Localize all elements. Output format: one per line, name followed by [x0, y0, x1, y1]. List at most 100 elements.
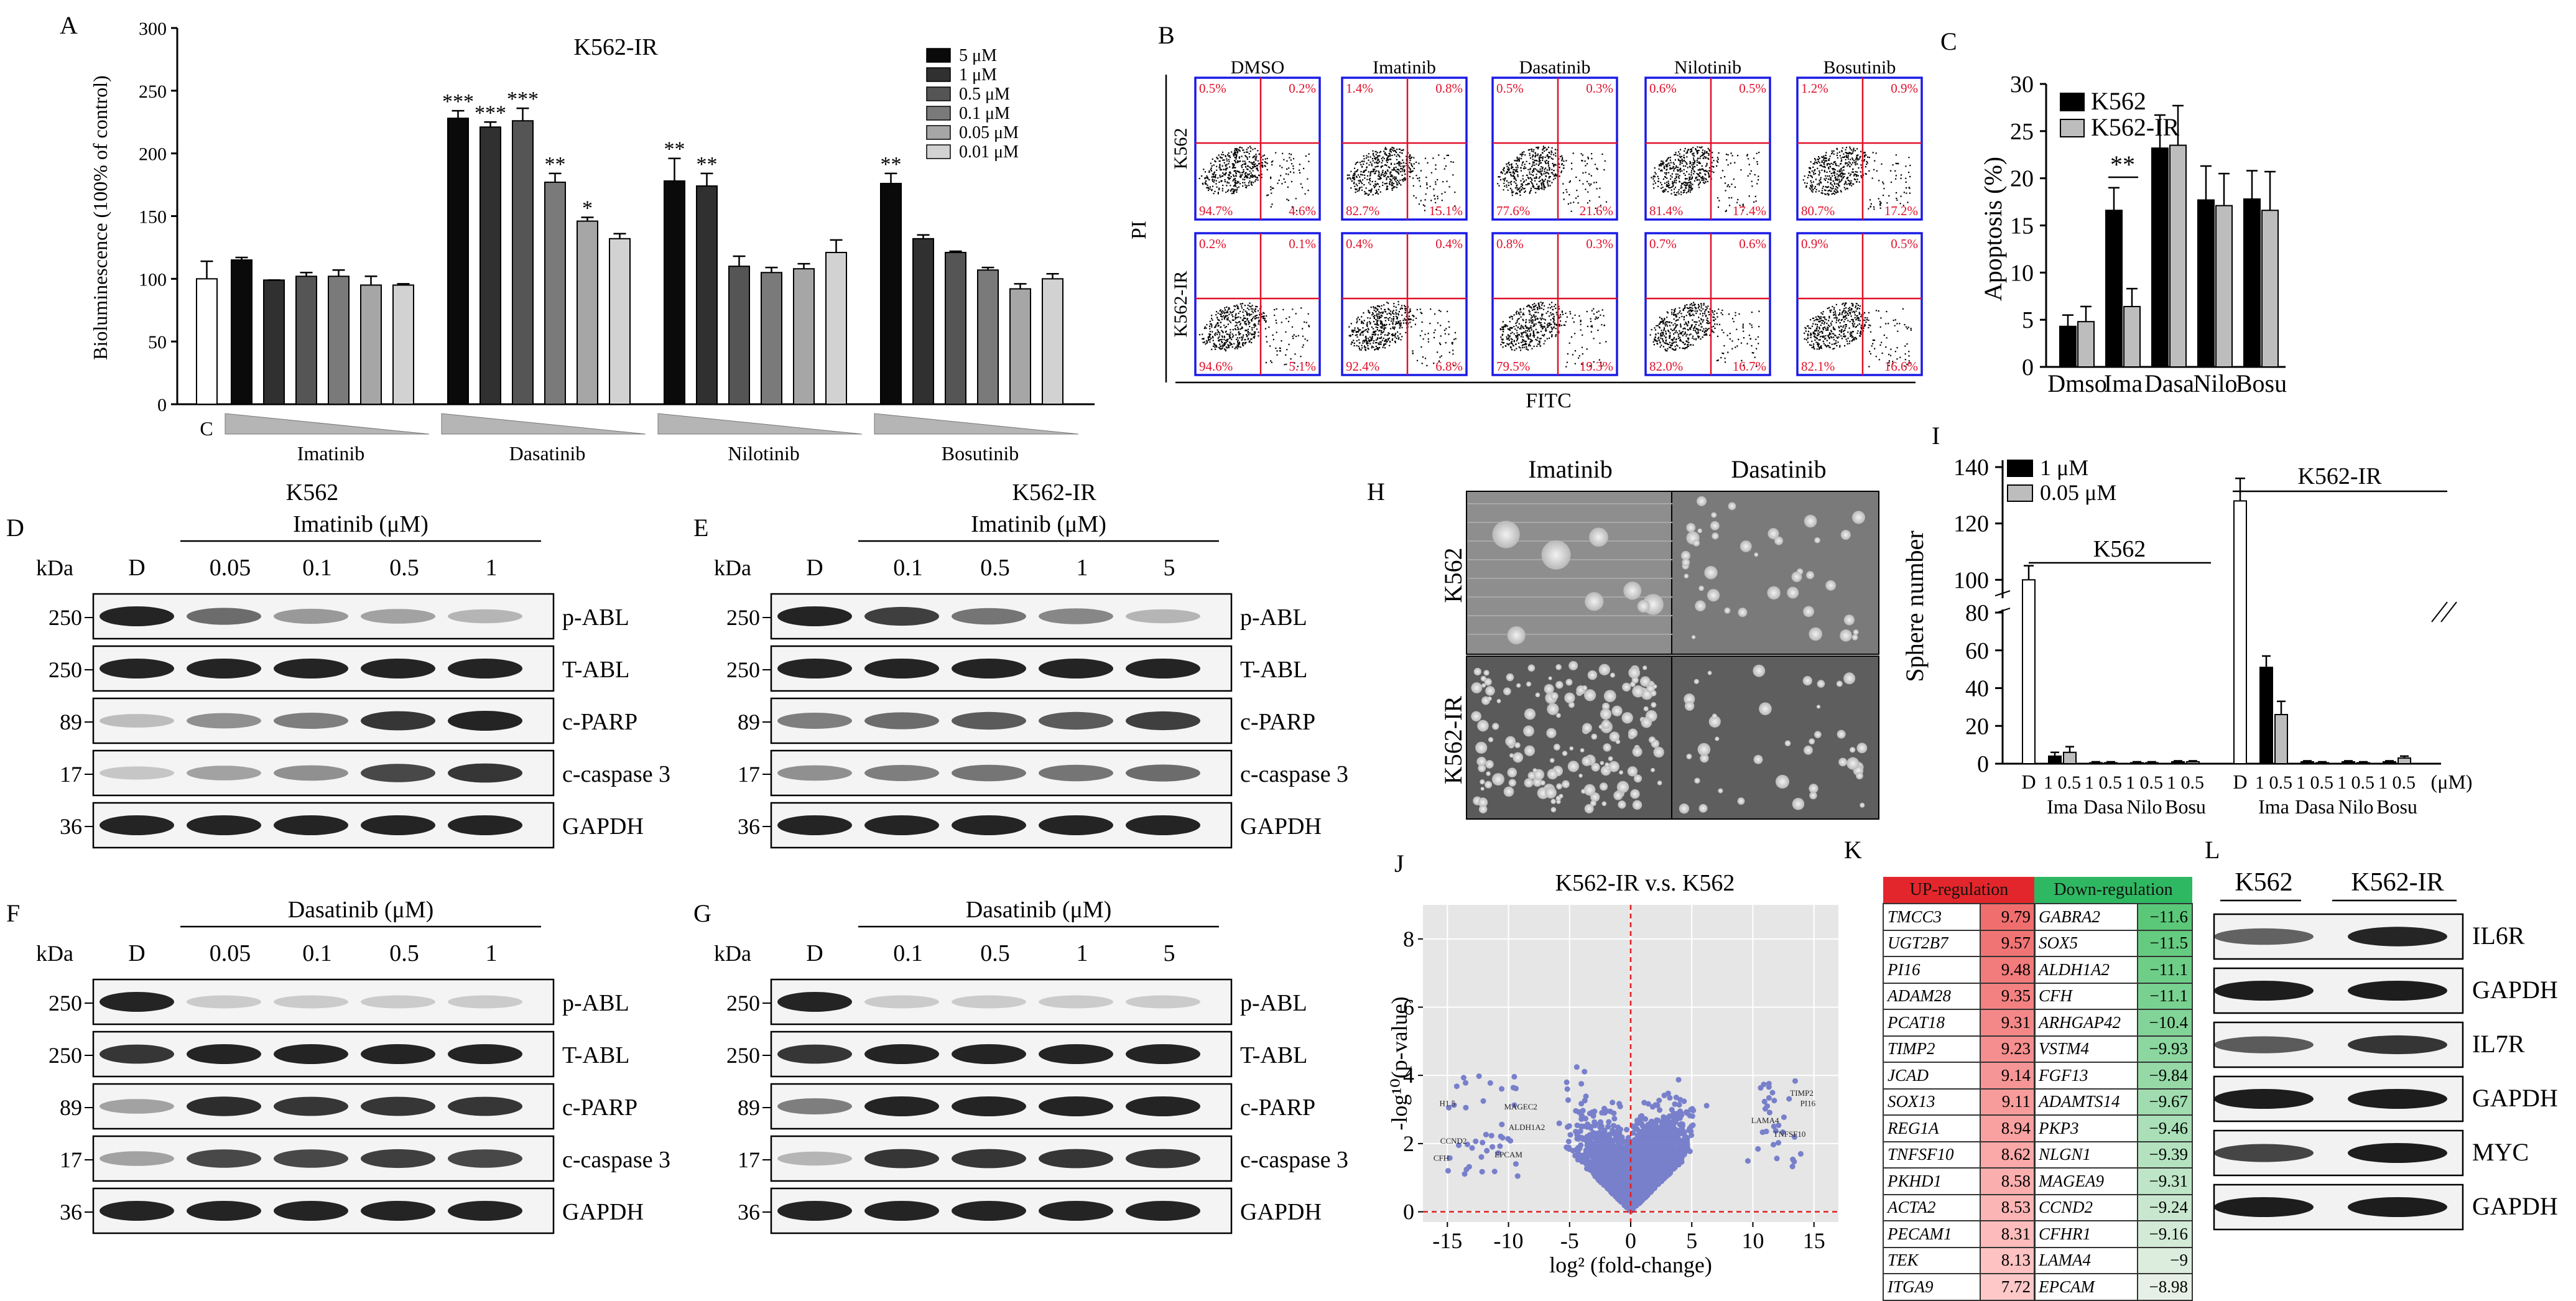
band	[2214, 1089, 2314, 1109]
bar	[2048, 755, 2062, 764]
sphere	[1524, 745, 1536, 756]
sphere	[1548, 676, 1552, 680]
bar	[2130, 762, 2144, 765]
sphere	[1791, 572, 1802, 582]
quadrant-value: 94.7%	[1199, 203, 1233, 218]
x-tick-label: 0	[1625, 1228, 1636, 1253]
flow-x-label: FITC	[1526, 389, 1572, 412]
protein-label: T-ABL	[562, 1042, 629, 1068]
sphere	[1550, 807, 1557, 813]
y-tick-label: 20	[1965, 713, 1989, 739]
flow-plot	[1796, 76, 1923, 221]
band	[864, 659, 939, 678]
gene-name: TNFSF10	[1883, 1141, 1981, 1169]
gene-name: ADAM28	[1883, 982, 1981, 1010]
dose-wedge	[225, 413, 430, 435]
sphere	[1486, 771, 1491, 776]
sphere	[1707, 670, 1712, 675]
group-label: Imatinib	[297, 442, 364, 465]
band	[864, 995, 939, 1009]
sphere	[1615, 739, 1621, 744]
bar	[512, 120, 534, 405]
blot-drug-label: Imatinib (μM)	[293, 511, 429, 537]
band	[1039, 608, 1113, 624]
bar	[360, 284, 382, 405]
sphere	[1475, 741, 1488, 754]
fold-change: 7.72	[1980, 1273, 2036, 1301]
sphere	[1546, 728, 1557, 738]
band	[1126, 1044, 1200, 1064]
y-ticks: 0 5 10 15 20 25 30	[2010, 72, 2046, 381]
gene-name: NLGN1	[2034, 1141, 2138, 1169]
quadrant-value: 82.1%	[1801, 359, 1835, 374]
y-tick-label: 0	[1403, 1200, 1414, 1225]
gene-name: REG1A	[1883, 1114, 1981, 1142]
lane-label: 0.1	[302, 940, 332, 966]
quadrant-value: 1.4%	[1346, 81, 1373, 96]
bar	[2383, 761, 2396, 765]
bar	[664, 180, 685, 405]
kda-marker: 89	[60, 1095, 82, 1120]
gene-label: MAGEC2	[1504, 1102, 1537, 1111]
sphere	[1728, 502, 1736, 511]
blot-strip	[92, 749, 555, 797]
table-row: UGT2B7 9.57	[1883, 929, 2036, 957]
bar	[2315, 762, 2329, 765]
sphere	[1556, 783, 1562, 790]
sphere	[1556, 713, 1561, 718]
gene-name: JCAD	[1883, 1062, 1981, 1090]
x-tick-label: 1 0.5	[2296, 772, 2333, 793]
fold-change: 8.94	[1980, 1114, 2036, 1142]
bar	[2342, 761, 2355, 765]
lane-label: 0.5	[980, 555, 1010, 581]
band	[361, 711, 435, 731]
fold-change: 9.31	[1980, 1009, 2036, 1037]
sphere	[1767, 586, 1781, 600]
sphere	[1809, 627, 1823, 641]
gene-name: ITGA9	[1883, 1273, 1981, 1301]
sphere	[1715, 736, 1720, 741]
table-row: PCAT18 9.31	[1883, 1009, 2036, 1037]
quadrant-value: 0.8%	[1435, 81, 1463, 96]
break-mark	[2431, 601, 2448, 623]
sphere	[1559, 794, 1564, 799]
sphere	[1860, 802, 1865, 808]
drug-label: Imatinib	[1373, 57, 1436, 78]
fold-change: 8.13	[1980, 1246, 2036, 1274]
flow-plot	[1796, 232, 1923, 376]
legend-label: 0.01 μM	[959, 142, 1019, 162]
band	[1039, 764, 1113, 782]
band	[100, 815, 174, 835]
band	[100, 1201, 174, 1221]
y-tick-label: 200	[139, 144, 167, 165]
gene-name: TEK	[1883, 1246, 1981, 1274]
x-tick-label: Dasa	[2144, 369, 2194, 397]
flow-events	[1497, 146, 1608, 212]
bar	[577, 220, 598, 405]
band	[777, 659, 852, 678]
sphere	[1585, 592, 1604, 611]
dose-wedge	[657, 413, 863, 435]
band	[864, 1096, 939, 1116]
band	[274, 713, 348, 729]
sphere	[1738, 608, 1748, 618]
fold-change: 9.48	[1980, 956, 2036, 984]
protein-label: c-PARP	[562, 709, 637, 735]
y-tick-label: 2	[1403, 1131, 1414, 1156]
sphere	[1608, 756, 1613, 761]
sphere	[1513, 752, 1524, 763]
quadrant-value: 0.5%	[1891, 236, 1918, 251]
quadrant-value: 15.1%	[1429, 203, 1463, 218]
x-tick-label: 1 0.5	[2044, 772, 2081, 793]
sphere	[1792, 797, 1805, 810]
x-group-label: Bosu	[2376, 795, 2417, 818]
table-row: EPCAM −8.98	[2034, 1273, 2193, 1301]
panel-j: J K562-IR v.s. K562 H1.5 CCND2 CFH MAGEC2 AL…	[1387, 850, 1838, 1277]
band	[2214, 1036, 2314, 1053]
x-group-label: Ima	[2258, 795, 2289, 818]
quadrant-value: 0.4%	[1346, 236, 1373, 251]
band	[777, 992, 852, 1012]
chart-title: K562-IR	[573, 34, 658, 60]
